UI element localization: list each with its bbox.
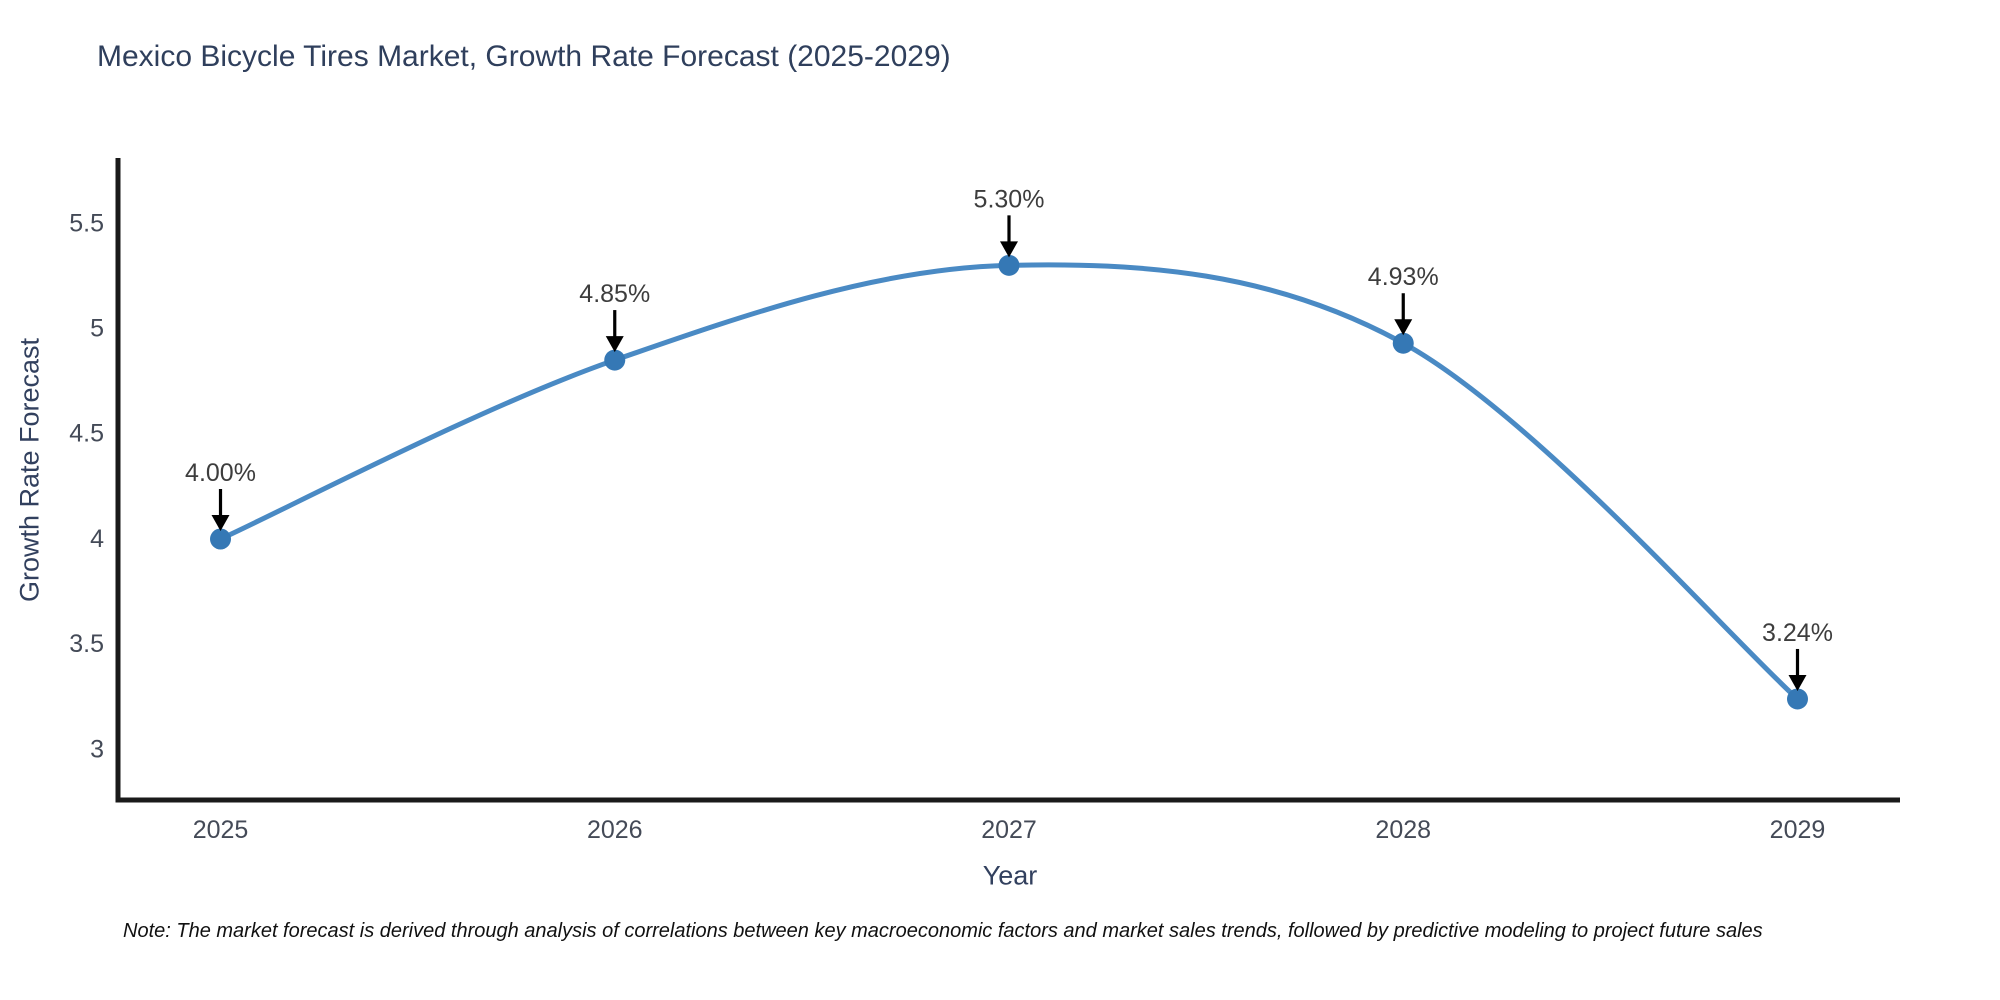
data-point-2029 — [1786, 688, 1808, 710]
data-point-2025 — [210, 528, 232, 550]
y-tick-label-3.5: 3.5 — [69, 630, 104, 658]
forecast-line — [218, 262, 1800, 702]
point-label-2026: 4.85% — [579, 280, 650, 308]
x-tick-label-2026: 2026 — [587, 816, 643, 844]
point-label-2028: 4.93% — [1368, 263, 1439, 291]
point-label-2025: 4.00% — [185, 459, 256, 487]
x-tick-label-2028: 2028 — [1375, 816, 1431, 844]
y-tick-label-5: 5 — [90, 314, 104, 342]
annotation-arrow-head — [605, 336, 624, 353]
y-tick-label-4.5: 4.5 — [69, 420, 104, 448]
y-tick-label-3: 3 — [90, 735, 104, 763]
annotation-arrow-head — [1788, 674, 1807, 691]
y-axis-title: Growth Rate Forecast — [14, 337, 45, 603]
x-tick-label-2027: 2027 — [981, 816, 1037, 844]
footnote: Note: The market forecast is derived thr… — [123, 920, 1763, 942]
x-axis-title: Year — [982, 860, 1038, 891]
x-tick-label-2025: 2025 — [193, 816, 249, 844]
data-point-2026 — [604, 349, 626, 371]
point-label-2029: 3.24% — [1762, 619, 1833, 647]
x-tick-label-2029: 2029 — [1770, 816, 1826, 844]
point-label-2027: 5.30% — [974, 185, 1045, 213]
data-point-2027 — [998, 254, 1020, 276]
chart-title: Mexico Bicycle Tires Market, Growth Rate… — [97, 40, 951, 73]
annotation-arrow-head — [1394, 319, 1413, 336]
annotation-arrow-head — [1000, 241, 1018, 258]
y-tick-label-4: 4 — [90, 525, 104, 553]
annotation-arrow-head — [211, 514, 230, 531]
y-tick-label-5.5: 5.5 — [69, 209, 104, 237]
data-point-2028 — [1392, 332, 1414, 354]
